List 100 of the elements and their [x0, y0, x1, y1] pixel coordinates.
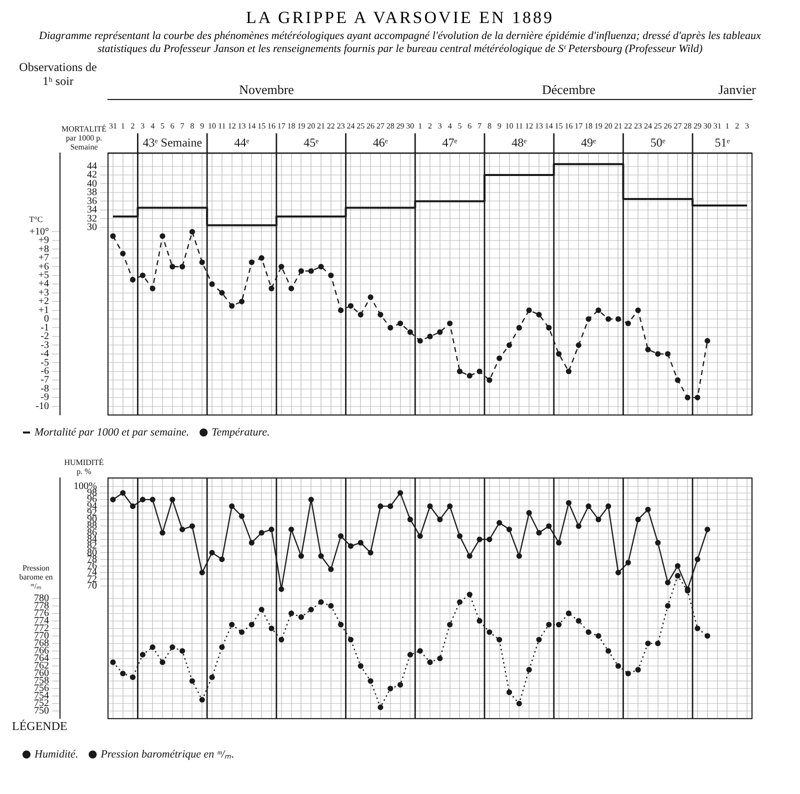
x-tick-label: 15: [554, 121, 563, 130]
x-tick-label: 16: [267, 121, 276, 130]
y2-tick-label: +10°: [29, 226, 49, 238]
x-tick-label: 12: [228, 121, 236, 130]
y2-tick-label: 0: [44, 314, 49, 325]
x-tick-label: 26: [366, 121, 375, 130]
x-tick-label: 5: [458, 121, 462, 130]
y2-tick-label: +4: [38, 278, 49, 290]
y2-tick-label: -6: [40, 366, 49, 377]
x-tick-label: 7: [478, 121, 482, 130]
x-tick-label: 27: [674, 121, 682, 130]
y-tick-label: 34: [87, 204, 97, 216]
x-tick-label: 17: [277, 121, 286, 130]
y2-tick-label: -10: [36, 400, 49, 412]
x-tick-label: 11: [515, 121, 524, 130]
x-tick-label: 9: [200, 121, 204, 130]
y2-axis-title: Pression barome en ᵐ/ₘ: [19, 563, 53, 590]
x-tick-label: 28: [386, 121, 394, 130]
x-tick-label: 24: [346, 121, 355, 130]
x-tick-label: 17: [574, 121, 583, 130]
x-tick-label: 25: [654, 121, 662, 130]
y-tick-label: 32: [87, 213, 97, 224]
x-tick-label: 6: [170, 121, 174, 130]
x-tick-label: 8: [190, 121, 194, 130]
x-tick-label: 29: [396, 121, 404, 130]
legend-label: Pression barométrique en ᵐ/ₘ.: [100, 748, 234, 760]
x-tick-label: 19: [297, 121, 306, 130]
ref-line-label: 51ᵉ: [714, 135, 730, 150]
y2-tick-label: -7: [40, 374, 49, 386]
y2-tick-label: -5: [40, 357, 49, 368]
y2-tick-label: -2: [40, 331, 49, 342]
ref-line-label: 48ᵉ: [512, 135, 527, 150]
x-tick-label: 11: [218, 121, 226, 130]
x-tick-label: 18: [287, 121, 296, 130]
ref-line-label: 50ᵉ: [650, 135, 666, 150]
legend-label: Humidité.: [34, 748, 78, 760]
x-tick-label: 27: [376, 121, 384, 130]
x-tick-label: 10: [208, 121, 216, 130]
y-axis-title: HUMIDITÉ p. %: [64, 458, 104, 476]
x-tick-label: 20: [307, 121, 316, 130]
x-tick-label: 6: [468, 121, 472, 130]
x-tick-label: 20: [604, 121, 612, 130]
x-tick-label: 2: [735, 121, 740, 130]
y2-tick-label: 750: [34, 706, 49, 717]
y2-tick-label: -8: [40, 383, 49, 394]
x-tick-label: 24: [644, 121, 652, 130]
x-tick-label: 26: [664, 121, 672, 130]
x-tick-label: 22: [326, 121, 335, 130]
x-tick-label: 21: [317, 121, 326, 130]
y2-tick-label: +8: [38, 244, 49, 255]
x-tick-label: 2: [130, 121, 135, 130]
x-tick-label: 18: [584, 121, 593, 130]
y-tick-label: 36: [87, 196, 97, 207]
y2-tick-label: -4: [40, 348, 49, 360]
x-tick-label: 3: [140, 121, 145, 130]
y-tick-label: 30: [87, 222, 97, 233]
x-tick-label: 14: [248, 121, 256, 130]
y2-tick-label: +1: [38, 304, 49, 316]
y-tick-label: 38: [87, 187, 97, 198]
y2-tick-label: -1: [40, 322, 49, 334]
x-tick-label: 21: [614, 121, 622, 130]
ref-line-label: 47ᵉ: [442, 135, 458, 150]
x2-tick-label: Décembre: [542, 82, 596, 98]
x-tick-label: 23: [336, 121, 345, 130]
y-tick-label: 42: [87, 170, 97, 181]
x-tick-label: 3: [438, 121, 442, 130]
y2-tick-label: +9: [38, 235, 49, 246]
x2-tick-label: Janvier: [718, 82, 757, 98]
x-tick-label: 19: [594, 121, 602, 130]
x-tick-label: 31: [108, 121, 117, 130]
x-tick-label: 4: [448, 121, 452, 130]
text: Observations de 1ʰ soir: [19, 60, 97, 88]
x-tick-label: 13: [534, 121, 543, 130]
y2-tick-label: -9: [40, 392, 49, 404]
x-tick-label: 13: [238, 121, 246, 130]
y2-tick-label: +2: [38, 296, 49, 308]
x-tick-label: 9: [497, 121, 502, 130]
x-tick-label: 22: [624, 121, 632, 130]
x-tick-label: 16: [564, 121, 573, 130]
x-tick-label: 15: [258, 121, 266, 130]
chart-subtitle: Diagramme représentant la courbe des phénomènes météréologiques ayant accompagné l'évolution de la dernière épidémie d'influenza; dressé d'après les tableaux statistiques du Professeur Janson et les renseignements fournis par le bureau central météréologique de Sᵗ Petersbourg (Professeur Wild): [38, 30, 762, 56]
y2-tick-label: +7: [38, 252, 49, 264]
x-tick-label: 29: [694, 121, 702, 130]
x-tick-label: 1: [120, 121, 125, 130]
x-tick-label: 12: [525, 121, 534, 130]
x-tick-label: 5: [160, 121, 164, 130]
x-tick-label: 10: [505, 121, 514, 130]
x-tick-label: 30: [406, 121, 414, 130]
x-tick-label: 31: [713, 121, 722, 130]
x-tick-label: 7: [180, 121, 184, 130]
x-tick-label: 25: [356, 121, 365, 130]
ref-line-label: 44ᵉ: [234, 135, 250, 150]
y-tick-label: 44: [87, 160, 97, 172]
x-tick-label: 1: [725, 121, 730, 130]
x-tick-label: 4: [150, 121, 155, 130]
ref-line-label: 43ᵉ Semaine: [142, 135, 202, 150]
x-tick-label: 2: [428, 121, 432, 130]
y2-tick-label: +6: [38, 261, 49, 272]
legend-label: Température.: [212, 426, 270, 438]
legend-label: Mortalité par 1000 et par semaine.: [34, 426, 190, 438]
